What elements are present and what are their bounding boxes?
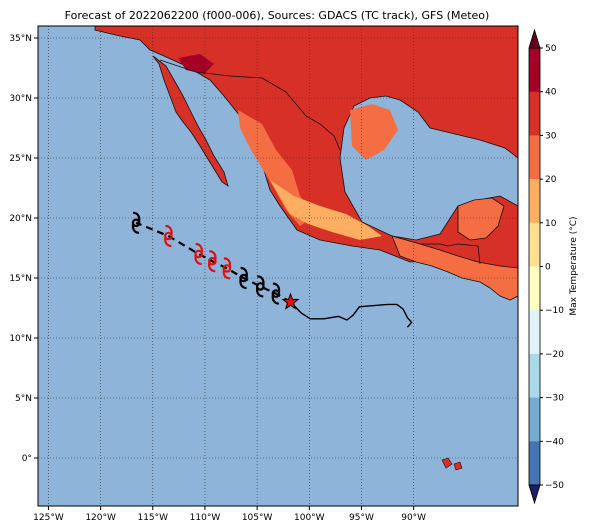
colorbar-band [529,91,540,136]
storm-arm-lower [194,254,202,266]
colorbar-label: Max Temperature (°C) [569,216,579,315]
storm-arm-upper [257,275,265,286]
storm-eye [222,264,232,273]
storm-eye [239,273,248,283]
current-position-star [281,292,300,310]
colorbar-tick-label: −20 [545,350,564,360]
storm-eye [271,289,281,298]
colorbar-tick-label: 10 [545,219,557,229]
x-tick-label: 105°W [242,513,273,523]
y-tick-label: 35°N [9,34,32,44]
storm-arm-lower [222,269,230,280]
colorbar-tick-label: 50 [545,44,557,54]
colorbar-tick-label: 0 [545,263,551,273]
storm-arm-lower [208,262,216,273]
x-tick-label: 95°W [349,513,374,523]
colorbar-band [529,397,540,442]
colorbar-band [529,353,540,399]
x-tick-label: 110°W [190,513,221,523]
storm-symbol [208,250,217,273]
land-galapagos [441,457,463,471]
land-baja-california [152,55,229,187]
land-central-america [391,235,518,301]
colorbar-extend-bottom [528,484,541,505]
storm-arm-upper [272,282,281,293]
colorbar-band [529,310,540,355]
border-us-mexico [159,59,341,151]
colorbar [528,28,541,505]
y-tick-label: 25°N [9,154,32,164]
colorbar-band [529,135,540,180]
storm-arm-lower [256,287,264,298]
colorbar-extend-top [528,28,541,49]
x-tick-label: 100°W [294,513,325,523]
storm-arm-upper [165,224,173,236]
map-frame [37,25,519,507]
storm-symbol [271,282,281,305]
storm-eye [164,231,173,241]
map-title: Forecast of 2022062200 (f000-006), Sourc… [65,9,490,22]
storm-arm-lower [239,278,247,290]
land-coast-warm [350,104,398,160]
land-mexico-usa [94,26,518,277]
storm-symbol [131,211,141,234]
storm-arm-upper [195,242,203,254]
storm-symbol [164,224,173,248]
storm-arm-upper [133,211,141,222]
storm-symbol [239,266,248,290]
land-yucatan [457,197,505,241]
colorbar-tick-label: −50 [545,481,564,491]
colorbar-ticks: 50 40 30 20 10 0 −10 −20 −30 −40 −50 [540,44,564,491]
y-axis-ticks: 35°N 30°N 25°N 20°N 15°N 10°N 5°N 0° [9,34,38,464]
gridlines [38,26,518,506]
storm-arm-upper [209,250,217,261]
land-temperature-layer [94,26,518,471]
x-tick-label: 115°W [137,513,168,523]
colorbar-tick-label: 20 [545,175,557,185]
storm-symbol [255,275,265,298]
y-tick-label: 30°N [9,94,32,104]
colorbar-band [529,222,540,267]
y-tick-label: 0° [22,454,32,464]
storm-arm-lower [131,223,140,234]
storm-symbol [222,257,232,280]
past-track-line [289,301,413,328]
x-tick-label: 90°W [401,513,426,523]
y-tick-label: 15°N [9,274,32,284]
storm-eye [131,218,141,228]
colorbar-band [529,48,540,93]
storm-arm-upper [223,257,232,268]
colorbar-tick-label: −40 [545,437,564,447]
colorbar-tick-label: 30 [545,131,557,141]
storm-symbols [131,211,281,305]
storm-eye [255,282,265,291]
colorbar-tick-label: −10 [545,306,564,316]
x-tick-label: 125°W [33,513,64,523]
colorbar-band [529,441,540,486]
colorbar-tick-label: 40 [545,88,557,98]
storm-arm-upper [240,266,248,278]
y-tick-label: 5°N [15,394,32,404]
y-tick-label: 10°N [9,334,32,344]
x-tick-label: 120°W [85,513,116,523]
colorbar-band [529,179,540,224]
storm-arm-lower [164,236,172,248]
storm-eye [194,249,203,259]
land-plateau-cooler [270,180,382,240]
x-axis-ticks: 125°W 120°W 115°W 110°W 105°W 100°W 95°W 90°W [33,506,426,523]
y-tick-label: 20°N [9,214,32,224]
colorbar-tick-label: −30 [545,394,564,404]
storm-arm-lower [271,294,279,305]
border-mexico-guatemala [420,243,481,265]
colorbar-band [529,266,540,311]
storm-eye [208,256,217,266]
map-panel: 125°W 120°W 115°W 110°W 105°W 100°W 95°W 90°W 3… [9,25,519,523]
storm-symbol [194,242,203,266]
